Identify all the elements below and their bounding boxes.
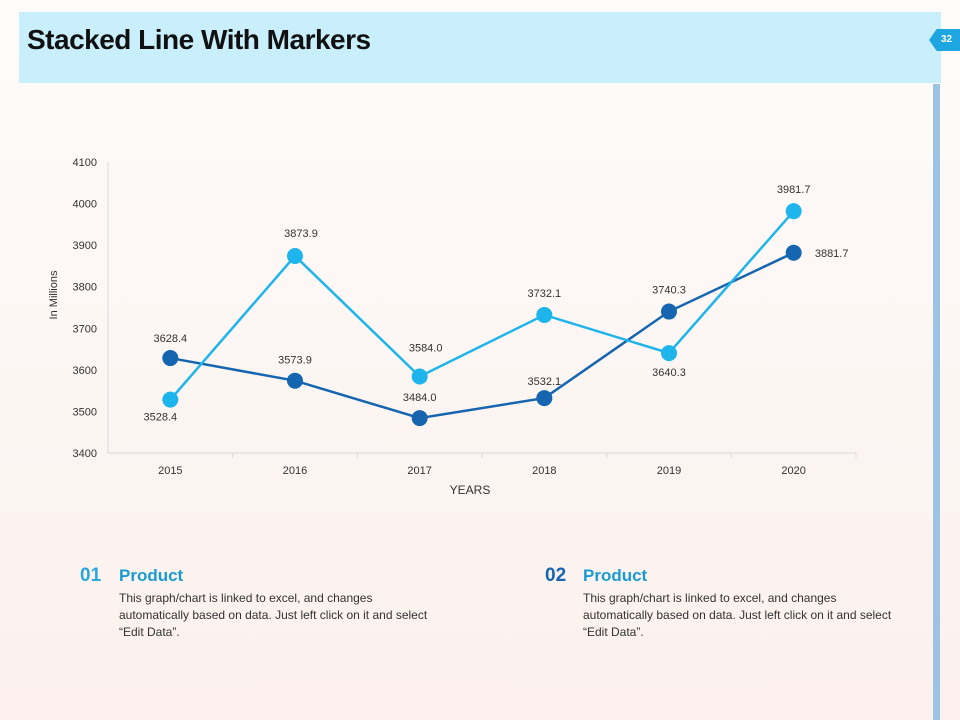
- series-1-marker: [536, 390, 553, 407]
- product-2-title: Product: [583, 566, 648, 585]
- side-accent-bar: [933, 84, 940, 720]
- series-2-data-label: 3981.7: [777, 184, 811, 196]
- y-tick-label: 3700: [73, 323, 97, 335]
- series-1-data-label: 3532.1: [528, 376, 562, 388]
- product-2-description: This graph/chart is linked to excel, and…: [583, 591, 892, 639]
- product-1-description: This graph/chart is linked to excel, and…: [119, 591, 428, 639]
- series-2-data-label: 3584.0: [409, 343, 443, 355]
- series-1-marker: [162, 350, 179, 367]
- x-axis-title: YEARS: [450, 483, 491, 497]
- x-tick-label: 2017: [407, 465, 431, 477]
- series-1-marker: [287, 372, 303, 389]
- series-1-marker: [411, 410, 428, 427]
- series-2-data-label: 3873.9: [284, 228, 318, 240]
- series-2-data-label: 3640.3: [652, 367, 686, 379]
- series-2-marker: [785, 203, 802, 220]
- y-tick-label: 3800: [73, 282, 97, 294]
- series-1-data-label: 3881.7: [815, 248, 849, 260]
- series-1-data-label: 3740.3: [652, 285, 686, 297]
- y-tick-label: 4100: [73, 157, 97, 169]
- x-tick-label: 2020: [781, 465, 805, 477]
- series-2-line: [169, 210, 795, 401]
- x-tick-label: 2019: [657, 465, 681, 477]
- product-1-title: Product: [119, 566, 184, 585]
- series-2-data-label: 3732.1: [528, 288, 562, 300]
- series-2-marker: [411, 368, 428, 385]
- y-tick-label: 3400: [73, 448, 97, 460]
- x-tick-label: 2015: [158, 465, 182, 477]
- series-1-data-label: 3573.9: [278, 355, 312, 367]
- series-2-marker: [661, 345, 677, 362]
- y-tick-label: 3500: [73, 406, 97, 418]
- x-tick-label: 2016: [283, 465, 307, 477]
- y-axis-title: In Millions: [48, 270, 60, 319]
- page-number-badge: 32: [929, 29, 960, 51]
- series-2-marker: [536, 306, 553, 323]
- series-2-marker: [287, 247, 303, 264]
- series-1-data-label: 3628.4: [154, 333, 188, 345]
- x-tick-label: 2018: [532, 465, 556, 477]
- y-tick-label: 3900: [73, 240, 97, 252]
- y-tick-label: 3600: [73, 365, 97, 377]
- header-bar: Stacked Line With Markers: [19, 12, 941, 83]
- y-tick-label: 4000: [73, 199, 97, 211]
- series-1-line: [170, 251, 795, 420]
- series-2-marker: [162, 391, 179, 408]
- page-title: Stacked Line With Markers: [27, 24, 371, 55]
- series-1-marker: [661, 303, 677, 320]
- series-1-marker: [785, 244, 802, 261]
- product-2-number: 02: [545, 565, 567, 586]
- series-2-data-label: 3528.4: [144, 412, 178, 424]
- series-1-data-label: 3484.0: [403, 392, 437, 404]
- product-1-number: 01: [80, 565, 102, 586]
